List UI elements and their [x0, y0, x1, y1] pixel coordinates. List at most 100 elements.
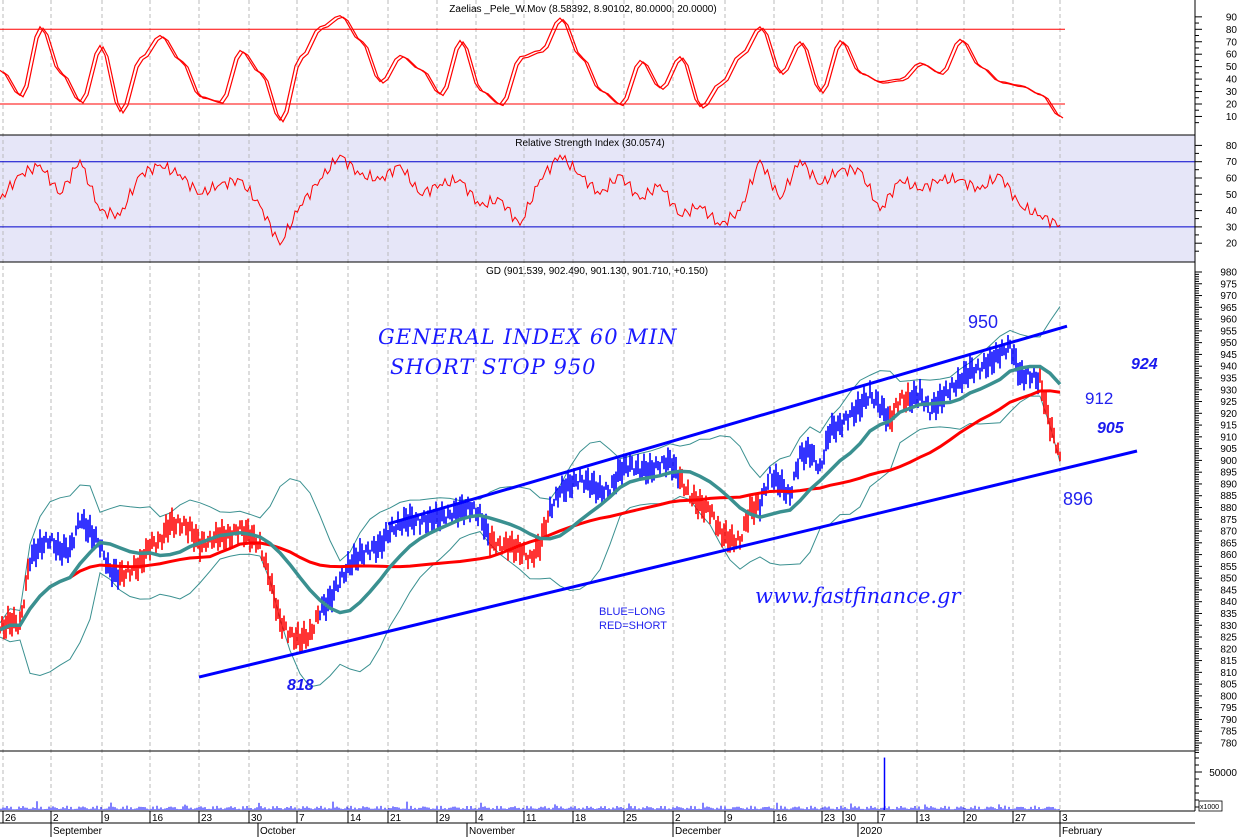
price-axis-label: 905 — [1220, 444, 1237, 455]
rsi-axis-label: 80 — [1226, 141, 1238, 152]
price-axis-label: 890 — [1220, 479, 1237, 490]
date-label: 26 — [5, 813, 17, 824]
date-label: 7 — [299, 813, 305, 824]
price-axis-label: 810 — [1220, 668, 1237, 679]
price-axis-label: 895 — [1220, 468, 1237, 479]
date-label: 3 — [1062, 813, 1068, 824]
price-axis-label: 855 — [1220, 562, 1237, 573]
oscillator-axis-label: 20 — [1226, 100, 1238, 111]
price-axis-label: 920 — [1220, 409, 1237, 420]
price-axis-label: 980 — [1220, 268, 1237, 279]
price-axis-label: 865 — [1220, 538, 1237, 549]
price-axis-label: 935 — [1220, 373, 1237, 384]
rsi-axis-label: 70 — [1226, 157, 1238, 168]
date-label: 9 — [727, 813, 733, 824]
date-label: 30 — [251, 813, 263, 824]
month-label: October — [260, 826, 296, 837]
date-label: 18 — [575, 813, 587, 824]
date-label: 25 — [626, 813, 638, 824]
slow-moving-average — [0, 389, 1061, 632]
oscillator-title: Zaelias _Pele_W.Mov (8.58392, 8.90102, 8… — [449, 4, 716, 15]
price-axis-label: 970 — [1220, 291, 1237, 302]
price-axis-label: 885 — [1220, 491, 1237, 502]
month-label: December — [675, 826, 722, 837]
date-label: 23 — [824, 813, 836, 824]
price-axis-label: 950 — [1220, 338, 1237, 349]
rsi-line — [0, 154, 1061, 246]
rsi-title: Relative Strength Index (30.0574) — [515, 138, 665, 149]
oscillator-axis-label: 40 — [1226, 75, 1238, 86]
price-axis-label: 820 — [1220, 644, 1237, 655]
price-axis-label: 805 — [1220, 680, 1237, 691]
price-axis-label: 840 — [1220, 597, 1237, 608]
price-axis-label: 915 — [1220, 421, 1237, 432]
oscillator-axis-label: 10 — [1226, 112, 1238, 123]
price-title: GD (901.539, 902.490, 901.130, 901.710, … — [486, 266, 708, 277]
volume-unit: x1000 — [1200, 804, 1219, 811]
oscillator-line-slow — [2, 16, 1064, 123]
bollinger-lower-band — [0, 395, 1061, 688]
date-label: 16 — [152, 813, 164, 824]
price-axis-label: 860 — [1220, 550, 1237, 561]
date-label: 29 — [439, 813, 451, 824]
rsi-axis-label: 50 — [1226, 190, 1238, 201]
price-axis-label: 835 — [1220, 609, 1237, 620]
chart-annotation-stop: SHORT STOP 950 — [390, 355, 597, 379]
volume-axis-label: 50000 — [1209, 768, 1237, 779]
date-label: 11 — [526, 813, 537, 824]
fast-moving-average — [0, 364, 1062, 632]
month-label: February — [1062, 826, 1102, 837]
price-axis-label: 800 — [1220, 691, 1237, 702]
date-label: 30 — [845, 813, 857, 824]
rsi-axis-label: 40 — [1226, 206, 1238, 217]
price-axis-label: 955 — [1220, 326, 1237, 337]
price-axis-label: 925 — [1220, 397, 1237, 408]
oscillator-axis-label: 80 — [1226, 25, 1238, 36]
price-axis-label: 875 — [1220, 515, 1237, 526]
month-label: November — [469, 826, 516, 837]
level-label-912: 912 — [1085, 389, 1113, 408]
month-label: September — [53, 826, 103, 837]
price-axis-label: 830 — [1220, 621, 1237, 632]
date-label: 2 — [675, 813, 681, 824]
price-axis-label: 850 — [1220, 574, 1237, 585]
price-axis-label: 825 — [1220, 633, 1237, 644]
rsi-axis-label: 30 — [1226, 222, 1238, 233]
rsi-axis-label: 20 — [1226, 239, 1238, 250]
price-series — [0, 306, 1138, 688]
date-label: 2 — [53, 813, 59, 824]
axes: 9080706050403020108070605040302098097597… — [2, 12, 1238, 837]
level-label-818: 818 — [287, 677, 314, 694]
price-axis-label: 845 — [1220, 585, 1237, 596]
trendline — [387, 324, 1068, 526]
rsi-series — [0, 154, 1195, 246]
price-axis-label: 785 — [1220, 727, 1237, 738]
price-axis-label: 815 — [1220, 656, 1237, 667]
price-axis-label: 910 — [1220, 432, 1237, 443]
rsi-axis-label: 60 — [1226, 174, 1238, 185]
date-label: 23 — [201, 813, 213, 824]
date-label: 21 — [390, 813, 402, 824]
price-axis-label: 965 — [1220, 303, 1237, 314]
price-axis-label: 960 — [1220, 315, 1237, 326]
price-axis-label: 900 — [1220, 456, 1237, 467]
legend-long: BLUE=LONG — [599, 606, 665, 618]
oscillator-axis-label: 70 — [1226, 37, 1238, 48]
date-label: 13 — [919, 813, 931, 824]
price-axis-label: 945 — [1220, 350, 1237, 361]
trendline — [198, 449, 1138, 679]
price-axis-label: 940 — [1220, 362, 1237, 373]
oscillator-series — [0, 14, 1065, 123]
date-label: 27 — [1015, 813, 1027, 824]
level-label-896: 896 — [1063, 489, 1093, 509]
website-watermark: www.fastfinance.gr — [755, 584, 963, 608]
legend-short: RED=SHORT — [599, 620, 667, 632]
volume-unit-box — [1198, 800, 1223, 812]
oscillator-axis-label: 90 — [1226, 12, 1238, 23]
rsi-panel — [0, 135, 1195, 262]
level-label-924: 924 — [1131, 356, 1158, 373]
oscillator-axis-label: 50 — [1226, 62, 1238, 73]
volume-panel — [0, 751, 1195, 811]
date-label: 16 — [776, 813, 788, 824]
price-axis-label: 975 — [1220, 279, 1237, 290]
